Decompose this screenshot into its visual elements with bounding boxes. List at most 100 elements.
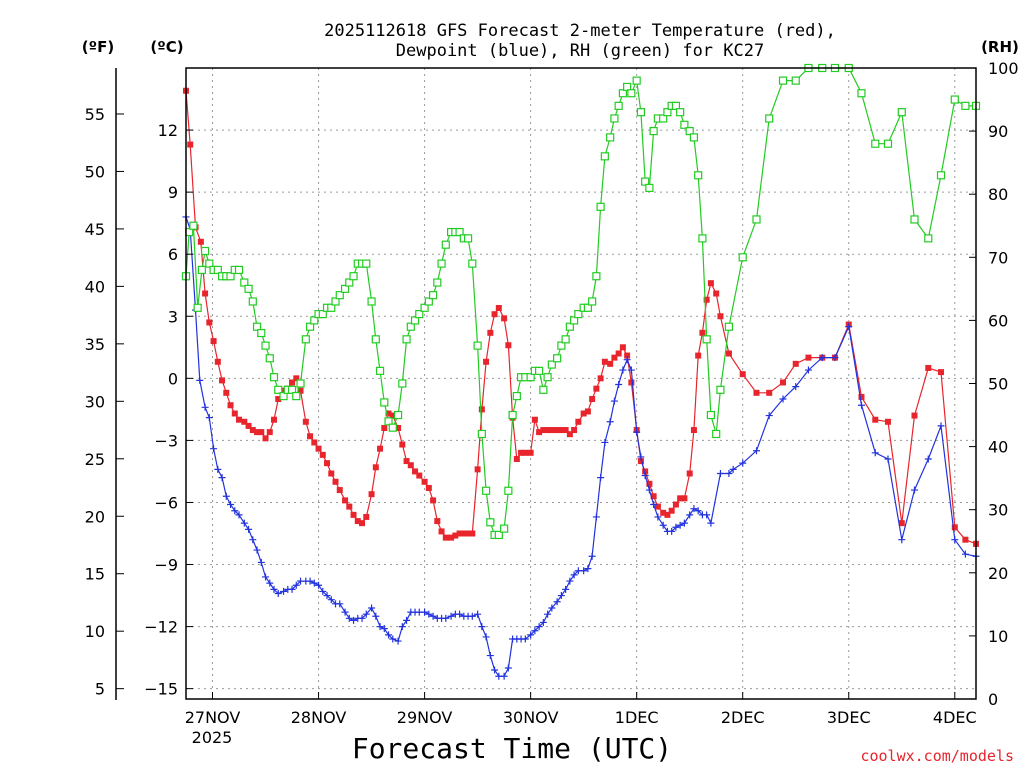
temperature-point: [372, 464, 379, 471]
rh-point: [415, 309, 424, 319]
rh-point: [292, 392, 301, 401]
fahrenheit-tick-label: 25: [85, 450, 105, 469]
fahrenheit-tick-label: 40: [85, 277, 105, 296]
dewpoint-point: [504, 664, 512, 672]
dewpoint-point: [588, 552, 596, 560]
temperature-point: [460, 530, 467, 537]
rh-point: [738, 253, 747, 262]
temperature-point: [898, 520, 905, 527]
dewpoint-point: [345, 614, 353, 622]
temperature-point: [354, 518, 361, 525]
temperature-point: [465, 530, 472, 537]
dewpoint-point: [553, 598, 561, 606]
rh-point: [583, 303, 592, 312]
temperature-point: [245, 422, 252, 429]
rh-point: [871, 139, 880, 148]
dewpoint-point: [280, 587, 288, 595]
rh-point: [265, 354, 274, 363]
rh-point: [331, 297, 340, 306]
dewpoint-point: [884, 455, 892, 463]
rh-tick-label: 0: [988, 690, 998, 709]
labels-layer: 2025112618 GFS Forecast 2-meter Temperat…: [82, 21, 1019, 765]
temperature-point: [311, 439, 318, 446]
rh-tick-label: 40: [988, 438, 1008, 457]
rh-point: [296, 379, 305, 388]
dewpoint-point: [937, 422, 945, 430]
temperature-point: [307, 433, 314, 440]
rh-point: [641, 177, 650, 186]
rh-point: [712, 429, 721, 439]
rh-point: [398, 379, 407, 388]
dewpoint-point: [672, 523, 680, 531]
rh-tick-label: 50: [988, 375, 1008, 394]
rh-point: [463, 234, 473, 243]
dewpoint-point: [315, 581, 323, 589]
temperature-point: [650, 493, 657, 500]
rh-point: [494, 530, 503, 540]
temperature-point: [206, 319, 213, 326]
dewpoint-point: [262, 573, 270, 581]
temperature-point: [332, 478, 339, 485]
dewpoint-point: [831, 354, 839, 362]
rh-point: [676, 108, 685, 117]
x-tick-label: 28NOV: [291, 708, 347, 727]
dewpoint-point: [570, 571, 578, 579]
chart-title-line1: 2025112618 GFS Forecast 2-meter Temperat…: [324, 21, 836, 41]
rh-point: [600, 152, 609, 161]
dewpoint-point: [645, 486, 653, 494]
celsius-tick-label: −12: [144, 618, 178, 637]
temperature-point: [262, 435, 269, 442]
temperature-point: [315, 445, 322, 452]
series-line-dewpoint: [185, 216, 977, 677]
rh-point: [486, 518, 495, 527]
temperature-point: [536, 429, 543, 436]
temperature-point: [241, 418, 248, 425]
temperature-point: [695, 352, 702, 359]
dewpoint-point: [765, 412, 773, 420]
temperature-point: [611, 354, 618, 361]
temperature-point: [597, 375, 604, 382]
temperature-point: [780, 379, 787, 386]
temperature-point: [703, 296, 710, 303]
rh-point: [539, 385, 548, 394]
rh-point: [345, 278, 354, 287]
temperature-point: [548, 427, 555, 434]
celsius-tick-label: 0: [168, 369, 178, 388]
temperature-point: [430, 497, 437, 504]
rh-point: [424, 297, 433, 306]
dewpoint-point: [456, 610, 464, 618]
temperature-point: [324, 460, 331, 467]
temperature-point: [495, 304, 502, 311]
rh-point: [606, 133, 615, 142]
dewpoint-point: [376, 623, 384, 631]
temperature-point: [399, 441, 406, 448]
series-line-temperature: [185, 90, 977, 545]
temperature-point: [438, 528, 445, 535]
rh-point: [752, 215, 761, 224]
temperature-point: [544, 427, 551, 434]
temperature-point: [501, 315, 508, 322]
rh-point: [335, 291, 344, 300]
dewpoint-point: [306, 577, 314, 585]
dewpoint-point: [500, 672, 508, 680]
rh-point: [327, 303, 336, 312]
rh-tick-label: 80: [988, 185, 1008, 204]
rh-point: [349, 272, 358, 281]
temperature-point: [266, 429, 273, 436]
temperature-point: [637, 458, 644, 465]
x-axis-title: Forecast Time (UTC): [352, 732, 672, 765]
temperature-point: [601, 358, 608, 365]
temperature-point: [336, 487, 343, 494]
temperature-point: [527, 449, 534, 456]
axes-layer: 27NOV 28NOV 29NOV 30NOV 1DEC 2DEC 3DEC 4DEC −15 −…: [85, 59, 1019, 727]
rh-point: [574, 309, 583, 319]
temperature-point: [434, 518, 441, 525]
rh-point: [193, 303, 202, 312]
series-line-rh: [185, 67, 976, 536]
dewpoint-point: [627, 366, 635, 374]
rh-point: [716, 385, 725, 394]
rh-point: [428, 291, 438, 300]
dewpoint-point: [680, 519, 688, 527]
temperature-point: [258, 429, 265, 436]
